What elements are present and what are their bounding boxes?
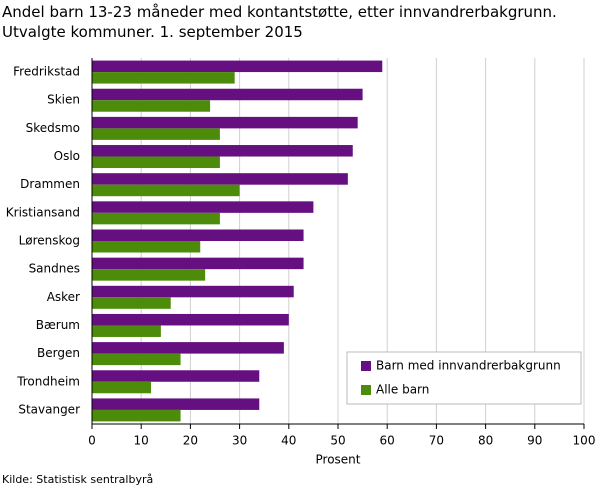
bar [92, 257, 304, 270]
y-tick-label: Sandnes [29, 262, 80, 276]
bar [92, 381, 152, 394]
y-tick-label: Lørenskog [19, 234, 80, 248]
bar [92, 229, 304, 241]
bar [92, 116, 358, 129]
bar [92, 285, 294, 298]
y-tick-label: Oslo [54, 149, 80, 163]
bar [92, 173, 348, 185]
y-tick-label: Asker [47, 290, 80, 304]
bar [92, 297, 171, 309]
bar [92, 156, 220, 169]
x-tick-label: 70 [429, 434, 444, 448]
y-tick-label: Trondheim [16, 374, 80, 388]
y-tick-label: Skedsmo [26, 121, 80, 135]
x-tick-label: 50 [330, 434, 345, 448]
legend-label: Alle barn [376, 383, 429, 397]
x-tick-label: 20 [183, 434, 198, 448]
x-tick-label: 0 [88, 434, 96, 448]
bar [92, 72, 235, 84]
bar [92, 201, 314, 213]
bar [92, 88, 363, 101]
x-tick-label: 40 [281, 434, 296, 448]
x-tick-label: 90 [527, 434, 542, 448]
y-tick-label: Stavanger [18, 402, 80, 416]
bar [92, 100, 211, 112]
legend-swatch [361, 361, 371, 371]
bar [92, 60, 383, 73]
x-tick-label: 80 [478, 434, 493, 448]
bar [92, 325, 161, 337]
bar [92, 184, 240, 197]
bar [92, 145, 353, 157]
x-axis-label: Prosent [316, 453, 361, 467]
bar [92, 212, 220, 225]
bar [92, 342, 284, 354]
legend-label: Barn med innvandrerbakgrunn [376, 359, 561, 373]
source: Kilde: Statistisk sentralbyrå [2, 473, 153, 486]
x-tick-label: 10 [134, 434, 149, 448]
legend-swatch [361, 385, 371, 395]
bar [92, 398, 260, 410]
y-tick-label: Skien [47, 93, 80, 107]
y-tick-label: Kristiansand [6, 205, 80, 219]
chart-title: Andel barn 13-23 måneder med kontantstøt… [2, 3, 557, 41]
y-tick-label: Bærum [36, 318, 80, 332]
y-tick-label: Fredrikstad [13, 65, 80, 79]
bar [92, 313, 289, 326]
y-tick-label: Drammen [20, 177, 80, 191]
bar [92, 409, 181, 422]
bar [92, 353, 181, 366]
legend-box [346, 351, 582, 405]
x-tick-label: 100 [573, 434, 596, 448]
bar [92, 370, 260, 382]
bar [92, 241, 201, 253]
bar [92, 128, 220, 140]
bar [92, 269, 206, 281]
y-tick-label: Bergen [37, 346, 80, 360]
x-tick-label: 60 [380, 434, 395, 448]
x-tick-label: 30 [232, 434, 247, 448]
